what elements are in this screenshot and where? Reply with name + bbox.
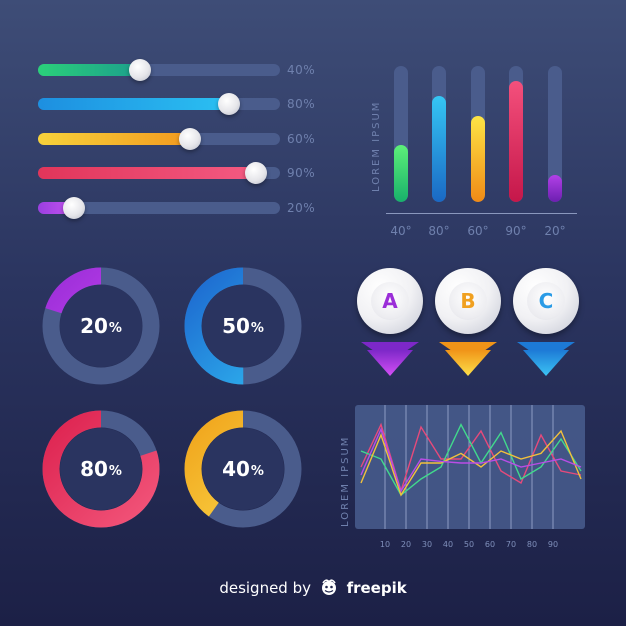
donut-chart: 20% bbox=[42, 267, 160, 385]
donut-number: 50 bbox=[222, 314, 250, 338]
donut-chart: 40% bbox=[184, 410, 302, 528]
slider-value-label: 60% bbox=[287, 132, 316, 146]
donut-arc bbox=[184, 410, 302, 528]
bar-fill bbox=[432, 95, 446, 202]
slider[interactable] bbox=[38, 59, 280, 81]
donut-chart: 80% bbox=[42, 410, 160, 528]
x-tick-label: 80 bbox=[527, 540, 537, 549]
donut-unit: % bbox=[108, 320, 122, 336]
slider-handle[interactable] bbox=[128, 59, 151, 81]
slider-fill bbox=[38, 167, 256, 179]
slider-handle[interactable] bbox=[63, 197, 86, 219]
x-tick-label: 70 bbox=[506, 540, 516, 549]
series-line bbox=[360, 427, 582, 493]
donut-unit: % bbox=[250, 463, 264, 479]
bar-fill bbox=[509, 80, 523, 202]
bar-label: 80° bbox=[428, 224, 450, 238]
bar-label: 90° bbox=[505, 224, 527, 238]
bar-label: 20° bbox=[544, 224, 566, 238]
bar-fill bbox=[548, 174, 562, 202]
donut-value: 20% bbox=[42, 267, 160, 385]
series-line bbox=[360, 429, 582, 497]
donut-arc bbox=[42, 267, 160, 385]
donut-arc bbox=[42, 410, 160, 528]
x-tick-label: 20 bbox=[401, 540, 411, 549]
donut-value: 50% bbox=[184, 267, 302, 385]
bar-label: 40° bbox=[390, 224, 412, 238]
donut-arc bbox=[184, 267, 302, 385]
donut-value: 40% bbox=[184, 410, 302, 528]
slider-track[interactable] bbox=[38, 202, 280, 214]
slider-value-label: 20% bbox=[287, 201, 316, 215]
arrow-down-icon bbox=[439, 342, 497, 376]
arrow-down-icon bbox=[361, 342, 419, 376]
bar bbox=[432, 66, 446, 202]
slider-handle[interactable] bbox=[179, 128, 202, 150]
donut-value: 80% bbox=[42, 410, 160, 528]
donut-number: 80 bbox=[80, 457, 108, 481]
slider[interactable] bbox=[38, 197, 280, 219]
footer-brand: freepik bbox=[346, 579, 407, 597]
option-letter: B bbox=[449, 282, 487, 320]
arrow-down-icon bbox=[517, 342, 575, 376]
slider[interactable] bbox=[38, 93, 280, 115]
option-letter: C bbox=[527, 282, 565, 320]
option-button[interactable]: A bbox=[357, 268, 423, 334]
donut-center bbox=[60, 285, 142, 367]
bar-chart-ylabel: LOREM IPSUM bbox=[371, 100, 382, 192]
bar bbox=[509, 66, 523, 202]
slider-fill bbox=[38, 98, 230, 110]
donut-unit: % bbox=[250, 320, 264, 336]
bar-fill bbox=[394, 144, 408, 202]
slider-value-label: 40% bbox=[287, 63, 316, 77]
donut-unit: % bbox=[108, 463, 122, 479]
bar bbox=[394, 66, 408, 202]
line-chart-ylabel: LOREM IPSUM bbox=[340, 435, 351, 527]
x-tick-label: 30 bbox=[422, 540, 432, 549]
option-letter: A bbox=[371, 282, 409, 320]
donut-number: 40 bbox=[222, 457, 250, 481]
x-tick-label: 40 bbox=[443, 540, 453, 549]
line-chart: 10 20 30 40 50 60 70 80 90 bbox=[355, 405, 585, 549]
x-tick-label: 10 bbox=[380, 540, 390, 549]
slider-handle[interactable] bbox=[218, 93, 241, 115]
option-button[interactable]: B bbox=[435, 268, 501, 334]
line-chart-panel bbox=[355, 405, 585, 529]
slider[interactable] bbox=[38, 162, 280, 184]
slider-value-label: 80% bbox=[287, 97, 316, 111]
donut-center bbox=[202, 285, 284, 367]
slider-fill bbox=[38, 64, 140, 76]
x-tick-label: 90 bbox=[548, 540, 558, 549]
donut-center bbox=[202, 428, 284, 510]
donut-chart: 50% bbox=[184, 267, 302, 385]
bar bbox=[548, 66, 562, 202]
footer-credit: designed by freepik bbox=[0, 578, 626, 600]
bar bbox=[471, 66, 485, 202]
x-tick-label: 60 bbox=[485, 540, 495, 549]
footer-prefix: designed by bbox=[219, 579, 311, 597]
slider-handle[interactable] bbox=[244, 162, 267, 184]
freepik-logo-icon bbox=[320, 578, 338, 600]
bar-fill bbox=[471, 116, 485, 202]
slider-value-label: 90% bbox=[287, 166, 316, 180]
slider-fill bbox=[38, 133, 191, 145]
bar-label: 60° bbox=[467, 224, 489, 238]
slider[interactable] bbox=[38, 128, 280, 150]
donut-number: 20 bbox=[80, 314, 108, 338]
option-button[interactable]: C bbox=[513, 268, 579, 334]
x-tick-label: 50 bbox=[464, 540, 474, 549]
donut-center bbox=[60, 428, 142, 510]
bar-chart-axis bbox=[386, 213, 577, 214]
